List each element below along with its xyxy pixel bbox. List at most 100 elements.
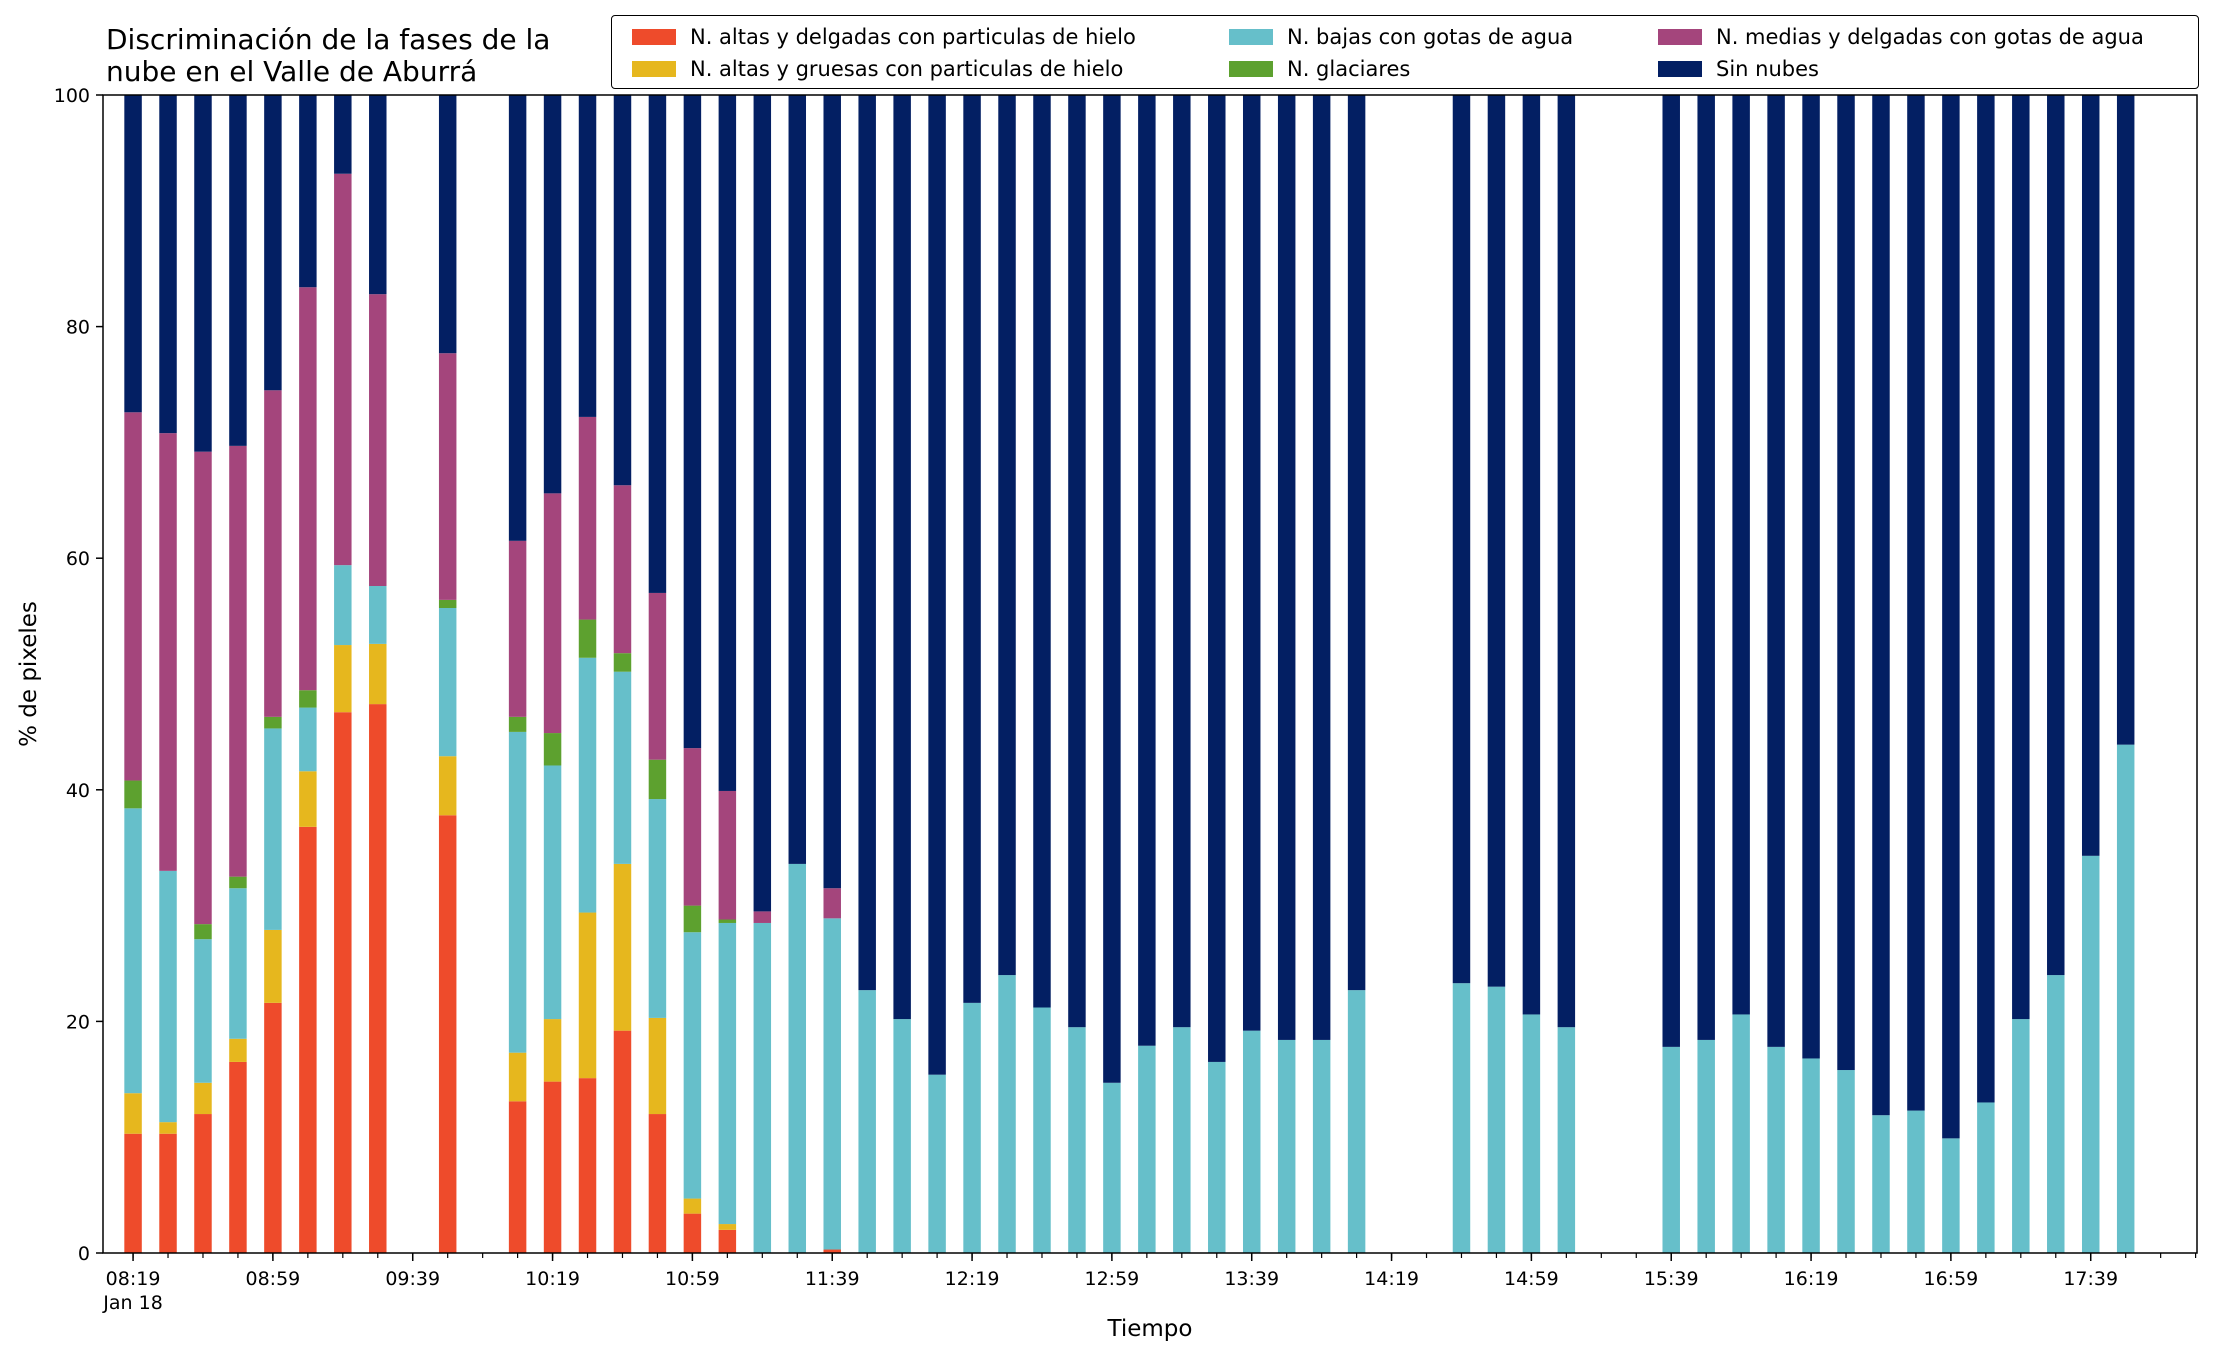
bar-segment: [369, 294, 387, 586]
bar-segment: [858, 95, 876, 991]
bar-segment: [2116, 744, 2135, 1253]
bar-segment: [229, 876, 247, 889]
bar-segment: [1802, 95, 1820, 1059]
bar-segment: [1767, 95, 1785, 1047]
bar-segment: [264, 1002, 282, 1253]
x-tick-label: 13:39: [1224, 1268, 1279, 1290]
bar-segment: [264, 728, 282, 930]
bar-segment: [1557, 95, 1576, 1028]
bar-segment: [1068, 95, 1086, 1028]
bar-segment: [1173, 95, 1191, 1028]
legend-item: N. altas y delgadas con particulas de hi…: [632, 24, 1136, 49]
bar-segment: [1907, 95, 1925, 1111]
bar-segment: [2081, 855, 2100, 1253]
bar-segment: [1242, 95, 1261, 1031]
bar-segment: [963, 1002, 981, 1253]
bar-segment: [648, 1114, 667, 1253]
chart-title: Discriminación de la fases de la nube en…: [106, 23, 551, 88]
legend-swatch: [1658, 29, 1702, 45]
bar-segment: [1522, 1014, 1541, 1253]
bar-segment: [1837, 95, 1855, 1071]
bar-segment: [543, 1019, 562, 1082]
bar-segment: [194, 95, 212, 452]
bar-segment: [1033, 1007, 1051, 1253]
legend-label: N. medias y delgadas con gotas de agua: [1716, 25, 2144, 49]
bar-segment: [1277, 95, 1296, 1040]
legend-item: N. glaciares: [1229, 56, 1410, 81]
bar-segment: [334, 712, 352, 1253]
y-tick-label: 0: [78, 1243, 90, 1265]
bar-segment: [823, 95, 841, 889]
legend-swatch: [1229, 29, 1273, 45]
bar-segment: [508, 716, 527, 732]
legend-swatch: [1229, 61, 1273, 77]
bar-segment: [893, 95, 911, 1020]
bar-segment: [718, 790, 737, 920]
bar-segment: [1138, 1045, 1156, 1253]
bar-segment: [1837, 1070, 1855, 1253]
bar-segment: [578, 416, 597, 620]
bar-segment: [194, 1114, 212, 1253]
bar-segment: [718, 919, 737, 923]
bar-segment: [578, 912, 597, 1079]
x-tick-label: 16:19: [1784, 1268, 1839, 1290]
bar-segment: [1872, 1115, 1890, 1253]
bar-segment: [1138, 95, 1156, 1046]
x-tick-label: 10:19: [525, 1268, 580, 1290]
legend-label: N. glaciares: [1287, 57, 1411, 81]
y-axis-label: % de pixeles: [16, 601, 42, 747]
bar-segment: [229, 888, 247, 1039]
bar-segment: [508, 540, 527, 717]
bar-segment: [543, 733, 562, 766]
bar-segment: [1907, 1110, 1925, 1253]
bar-segment: [1662, 1046, 1680, 1253]
bar-segment: [1977, 95, 1995, 1103]
bar-segment: [194, 924, 212, 940]
x-tick-label: 09:39: [385, 1268, 440, 1290]
bar-segment: [1068, 1027, 1086, 1253]
legend-swatch: [1658, 61, 1702, 77]
bar-segment: [438, 95, 457, 354]
bar-segment: [613, 95, 632, 486]
legend-label: N. altas y delgadas con particulas de hi…: [690, 25, 1136, 49]
bar-segment: [438, 353, 457, 600]
bar-segment: [613, 671, 632, 864]
bar-segment: [124, 1093, 142, 1134]
bar-segment: [194, 939, 212, 1083]
bar-segment: [369, 704, 387, 1253]
bar-segment: [893, 1019, 911, 1253]
bar-segment: [928, 1074, 946, 1253]
x-tick-label: 12:19: [945, 1268, 1000, 1290]
bar-segment: [648, 1017, 667, 1115]
legend-label: Sin nubes: [1716, 57, 1819, 81]
y-tick-label: 100: [54, 85, 90, 107]
bar-segment: [613, 863, 632, 1031]
bar-segment: [998, 95, 1016, 976]
bar-segment: [1242, 1030, 1261, 1253]
bar-segment: [1103, 95, 1121, 1083]
bar-segment: [264, 929, 282, 1003]
bar-segment: [159, 870, 177, 1123]
bar-segment: [1767, 1046, 1785, 1253]
bar-segment: [578, 657, 597, 913]
bar-segment: [648, 799, 667, 1018]
legend-swatch: [632, 61, 676, 77]
bar-segment: [753, 922, 772, 1253]
bar-segment: [438, 815, 457, 1253]
bar-segment: [1697, 1039, 1715, 1253]
y-tick-label: 60: [66, 548, 90, 570]
bar-segment: [1872, 95, 1890, 1116]
bar-segment: [299, 771, 317, 827]
bar-segment: [1312, 95, 1331, 1040]
bar-segment: [229, 445, 247, 877]
bar-segment: [683, 95, 702, 749]
bar-segment: [334, 173, 352, 566]
x-tick-label: 14:19: [1364, 1268, 1419, 1290]
bar-segment: [1732, 1014, 1750, 1253]
bar-segment: [1347, 990, 1366, 1253]
chart-legend: N. altas y delgadas con particulas de hi…: [611, 15, 2199, 89]
bar-segment: [334, 645, 352, 713]
bar-segment: [369, 643, 387, 705]
